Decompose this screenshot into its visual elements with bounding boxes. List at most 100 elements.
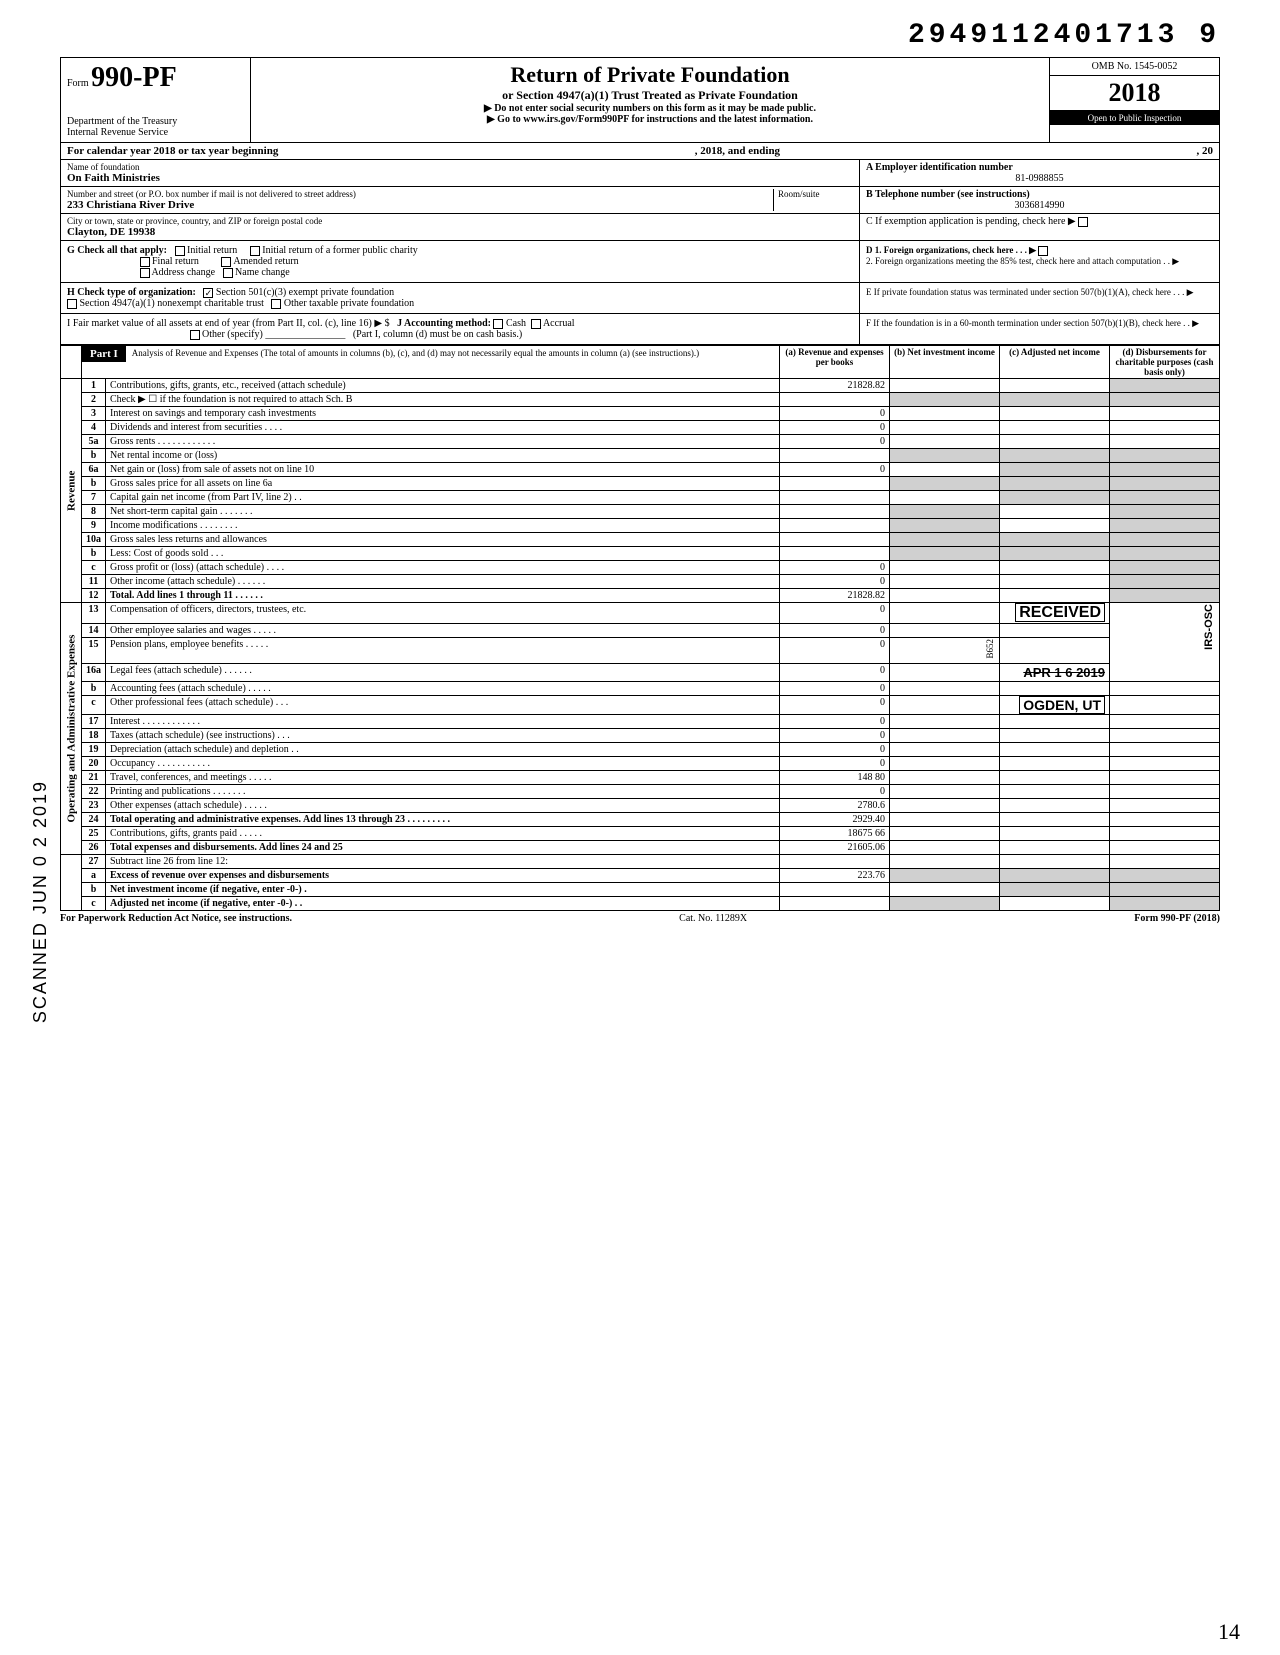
ein-value: 81-0988855 [866, 173, 1213, 184]
row-desc: Net rental income or (loss) [106, 449, 780, 463]
row-val-a: 223.76 [780, 868, 890, 882]
row-val-d [1110, 407, 1220, 421]
row-val-c [1000, 854, 1110, 868]
omb-number: OMB No. 1545-0052 [1050, 58, 1219, 76]
part1-table: Part I Analysis of Revenue and Expenses … [60, 345, 1220, 911]
row-val-a [780, 519, 890, 533]
h-other: Other taxable private foundation [284, 298, 414, 309]
row-val-d [1110, 840, 1220, 854]
row-val-b [890, 435, 1000, 449]
table-row: 19Depreciation (attach schedule) and dep… [61, 742, 1220, 756]
row-val-a: 2929.40 [780, 812, 890, 826]
cal-mid: , 2018, and ending [695, 145, 780, 157]
row-desc: Subtract line 26 from line 12: [106, 854, 780, 868]
row-val-b [890, 663, 1000, 681]
row-val-b [890, 854, 1000, 868]
row-val-c [1000, 575, 1110, 589]
row-desc: Taxes (attach schedule) (see instruction… [106, 728, 780, 742]
row-val-d [1110, 491, 1220, 505]
row-num: 15 [82, 638, 106, 664]
row-val-c [1000, 882, 1110, 896]
row-val-a: 21828.82 [780, 589, 890, 603]
row-val-c [1000, 519, 1110, 533]
section-i-f: I Fair market value of all assets at end… [60, 314, 1220, 345]
row-val-a: 21828.82 [780, 379, 890, 393]
row-val-d [1110, 393, 1220, 407]
g-final-check[interactable] [140, 257, 150, 267]
row-val-d [1110, 714, 1220, 728]
row-num: 16a [82, 663, 106, 681]
cal-right: , 20 [1197, 145, 1214, 157]
row-val-b [890, 449, 1000, 463]
row-num: 23 [82, 798, 106, 812]
j-other-check[interactable] [190, 330, 200, 340]
c-checkbox[interactable] [1078, 217, 1088, 227]
h-501c3-check[interactable]: ✓ [203, 288, 213, 298]
row-desc: Net investment income (if negative, ente… [106, 882, 780, 896]
row-val-b [890, 561, 1000, 575]
row-num: 5a [82, 435, 106, 449]
row-desc: Gross profit or (loss) (attach schedule)… [106, 561, 780, 575]
row-val-a: 0 [780, 742, 890, 756]
row-num: 7 [82, 491, 106, 505]
row-val-c [1000, 505, 1110, 519]
row-val-a [780, 896, 890, 910]
row-val-c [1000, 868, 1110, 882]
g-name-change: Name change [235, 267, 290, 278]
row-desc: Depreciation (attach schedule) and deple… [106, 742, 780, 756]
row-num: 21 [82, 770, 106, 784]
g-initial-check[interactable] [175, 246, 185, 256]
row-num: 1 [82, 379, 106, 393]
row-val-a: 0 [780, 407, 890, 421]
row-val-d [1110, 533, 1220, 547]
side-label-opex: Operating and Administrative Expenses [61, 603, 82, 855]
row-num: a [82, 868, 106, 882]
row-val-c [1000, 561, 1110, 575]
j-cash-check[interactable] [493, 319, 503, 329]
row-val-c: OGDEN, UT [1000, 695, 1110, 714]
table-row: 27 Subtract line 26 from line 12: [61, 854, 1220, 868]
row-desc: Less: Cost of goods sold . . . [106, 547, 780, 561]
row-desc: Total expenses and disbursements. Add li… [106, 840, 780, 854]
row-val-b [890, 798, 1000, 812]
table-row: 21Travel, conferences, and meetings . . … [61, 770, 1220, 784]
h-other-check[interactable] [271, 299, 281, 309]
d1-checkbox[interactable] [1038, 246, 1048, 256]
table-row: 16aLegal fees (attach schedule) . . . . … [61, 663, 1220, 681]
row-desc: Pension plans, employee benefits . . . .… [106, 638, 780, 664]
g-initial-former-check[interactable] [250, 246, 260, 256]
row-desc: Excess of revenue over expenses and disb… [106, 868, 780, 882]
table-row: 14Other employee salaries and wages . . … [61, 624, 1220, 638]
row-val-d [1110, 770, 1220, 784]
row-val-c [1000, 784, 1110, 798]
row-val-c [1000, 714, 1110, 728]
table-row: 15Pension plans, employee benefits . . .… [61, 638, 1220, 664]
row-val-a: 0 [780, 728, 890, 742]
row-num: 8 [82, 505, 106, 519]
row-desc: Gross rents . . . . . . . . . . . . [106, 435, 780, 449]
row-val-d [1110, 547, 1220, 561]
row-val-d [1110, 435, 1220, 449]
row-num: b [82, 882, 106, 896]
row-val-a: 0 [780, 435, 890, 449]
row-val-d [1110, 854, 1220, 868]
e-label: E If private foundation status was termi… [866, 287, 1213, 298]
row-desc: Accounting fees (attach schedule) . . . … [106, 681, 780, 695]
row-val-c [1000, 826, 1110, 840]
g-addr-check[interactable] [140, 268, 150, 278]
h-trust: Section 4947(a)(1) nonexempt charitable … [80, 298, 264, 309]
h-label: H Check type of organization: [67, 287, 196, 298]
row-val-b [890, 742, 1000, 756]
g-name-check[interactable] [223, 268, 233, 278]
g-amended-check[interactable] [221, 257, 231, 267]
row-val-d [1110, 882, 1220, 896]
form-subtitle: or Section 4947(a)(1) Trust Treated as P… [257, 88, 1043, 103]
row-val-c [1000, 742, 1110, 756]
h-trust-check[interactable] [67, 299, 77, 309]
col-b-header: (b) Net investment income [890, 346, 1000, 379]
form-year-box: OMB No. 1545-0052 2018 Open to Public In… [1049, 58, 1219, 142]
row-val-c [1000, 589, 1110, 603]
col-a-header: (a) Revenue and expenses per books [780, 346, 890, 379]
row-desc: Other income (attach schedule) . . . . .… [106, 575, 780, 589]
j-accrual-check[interactable] [531, 319, 541, 329]
